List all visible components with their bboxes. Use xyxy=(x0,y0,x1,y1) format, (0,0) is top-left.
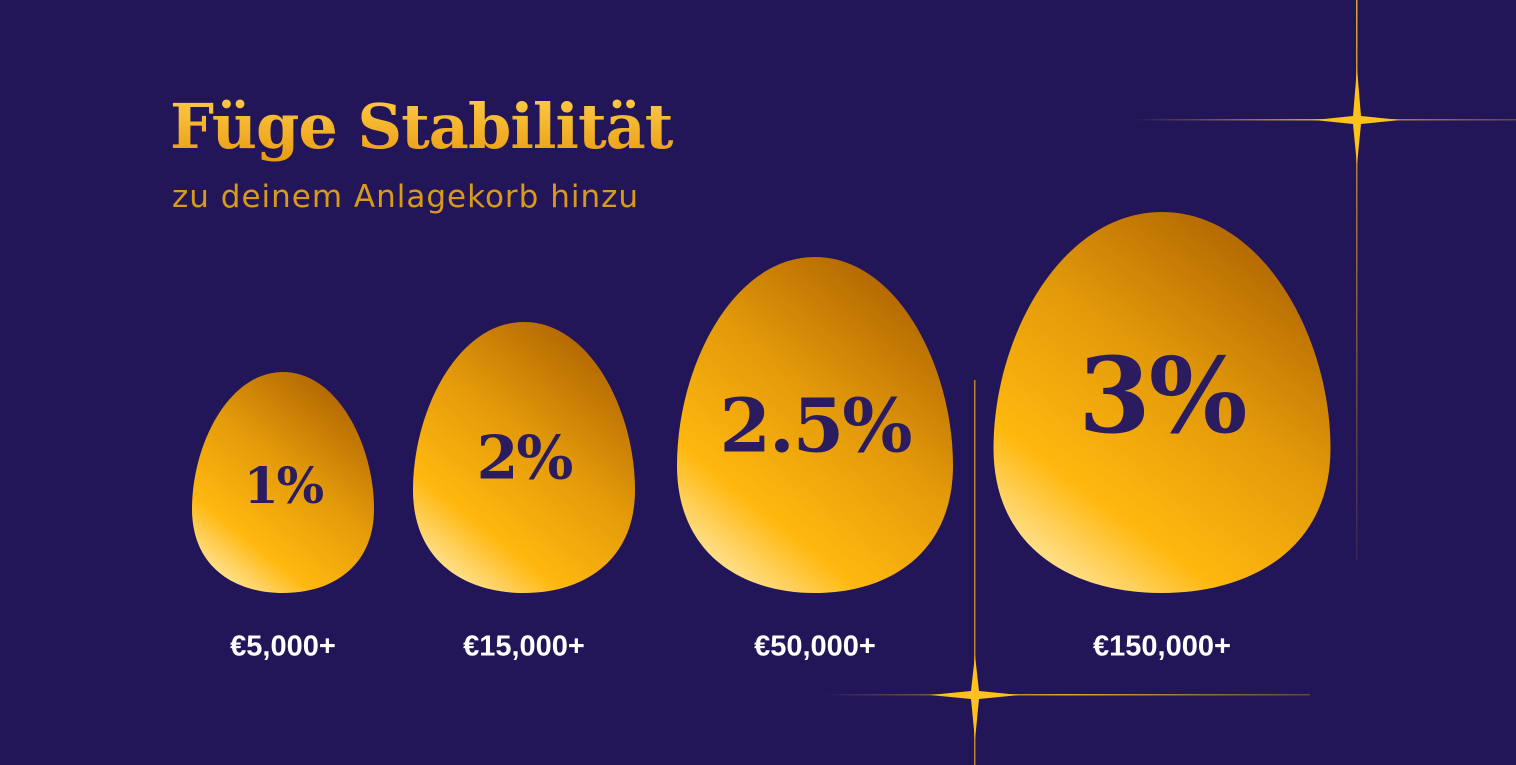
rate: 1% xyxy=(244,456,324,515)
threshold: €50,000+ xyxy=(754,631,876,663)
tiers: 1% €5,000+ 2% €15,000+ 2.5% €50,000+ 3% €150,00… xyxy=(192,212,1331,663)
egg xyxy=(192,372,374,593)
title: Füge Stabilität xyxy=(170,90,674,163)
tier: 3% €150,000+ xyxy=(993,212,1331,663)
egg xyxy=(677,257,953,593)
subtitle: zu deinem Anlagekorb hinzu xyxy=(172,179,639,215)
sparkle-star xyxy=(930,655,1020,740)
egg xyxy=(993,212,1331,593)
threshold: €150,000+ xyxy=(1093,631,1231,663)
rate: 2.5% xyxy=(719,384,911,470)
sparkle-line xyxy=(820,694,1310,696)
rate: 3% xyxy=(1078,334,1245,457)
rate: 2% xyxy=(477,424,573,494)
threshold: €5,000+ xyxy=(230,631,336,663)
egg xyxy=(413,322,635,593)
sparkle-line xyxy=(1356,0,1358,560)
sparkle-star xyxy=(1314,68,1400,165)
threshold: €15,000+ xyxy=(463,631,585,663)
tier: 2% €15,000+ xyxy=(413,322,635,663)
tier: 1% €5,000+ xyxy=(192,372,374,663)
sparkle-line xyxy=(974,380,976,765)
tier: 2.5% €50,000+ xyxy=(677,257,953,663)
